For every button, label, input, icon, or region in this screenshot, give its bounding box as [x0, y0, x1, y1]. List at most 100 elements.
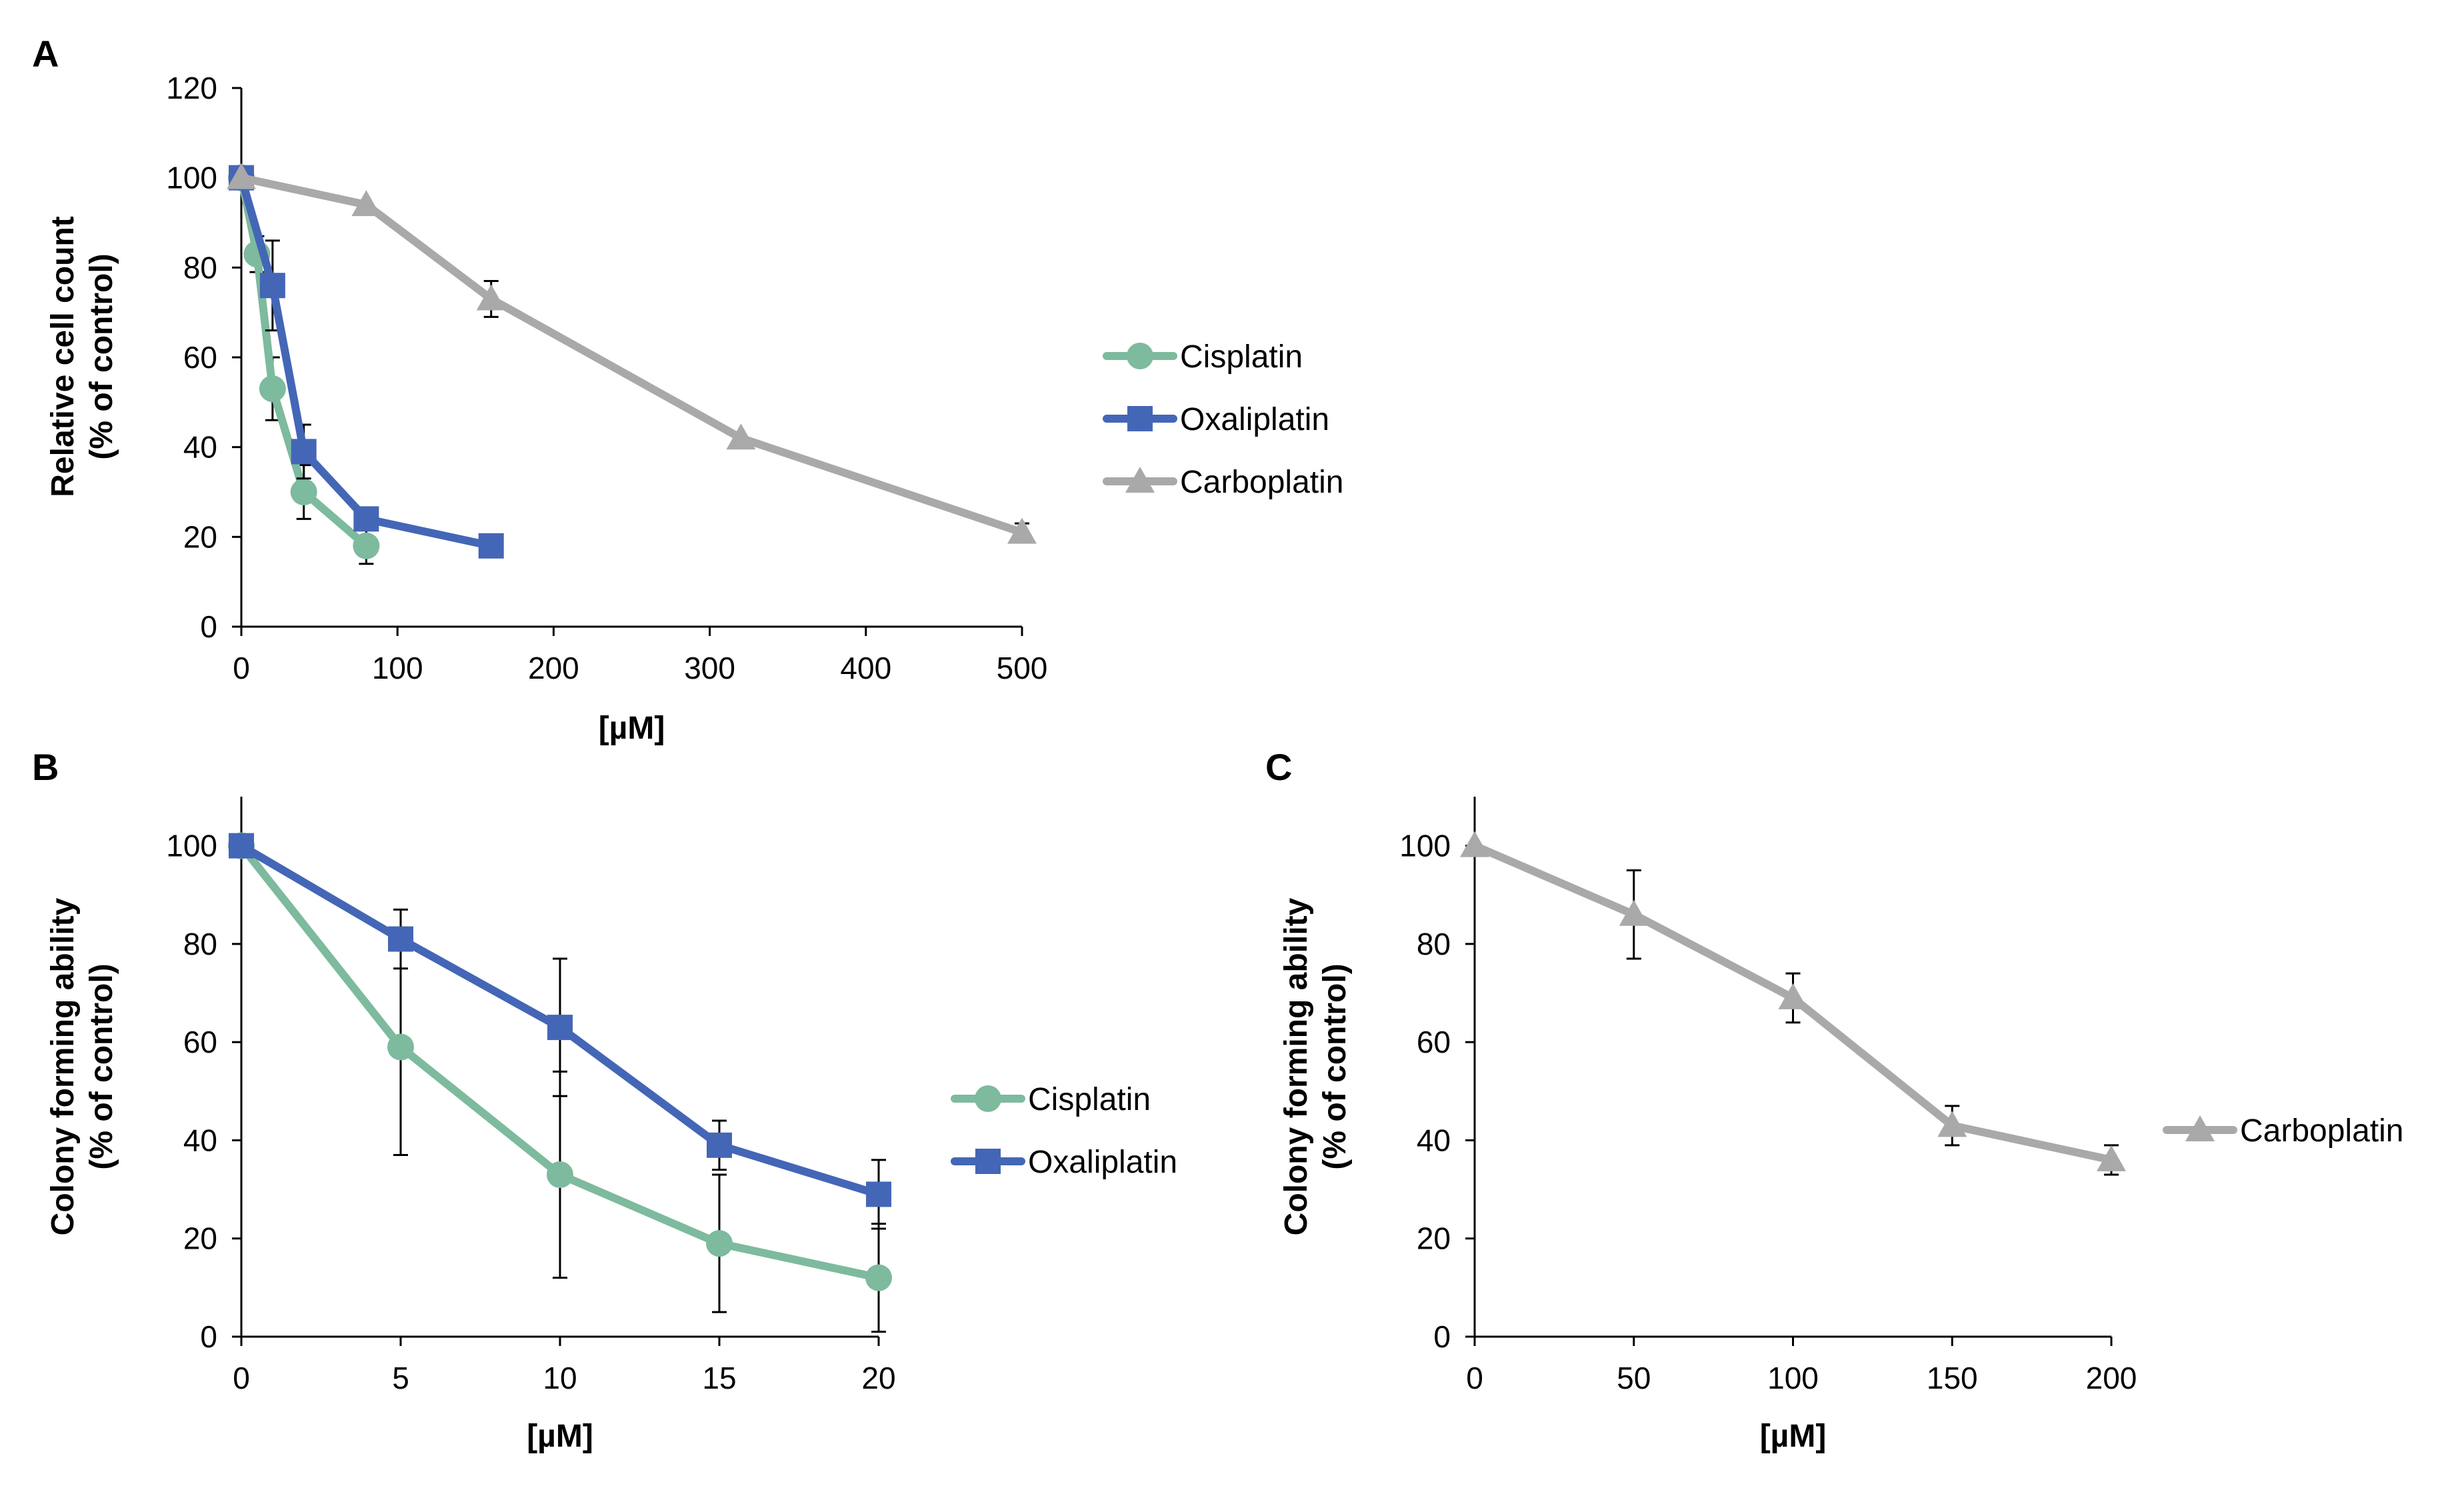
data-point [229, 833, 254, 859]
series-carboplatin [1460, 831, 2126, 1176]
data-point [2097, 1145, 2126, 1171]
y-axis-title-line: Colony forming ability [1279, 897, 1314, 1235]
legend-marker [2185, 1115, 2215, 1141]
y-axis-title-line: Relative cell count [45, 216, 81, 497]
y-tick-label: 100 [166, 161, 217, 195]
x-tick-label: 50 [1617, 1361, 1651, 1395]
data-point [353, 532, 380, 559]
legend-label: Carboplatin [1180, 465, 1343, 500]
legend-label: Cisplatin [1028, 1082, 1151, 1117]
y-tick-label: 20 [1417, 1221, 1451, 1256]
y-axis-title: Colony forming ability (% of control) [45, 897, 119, 1235]
data-point [478, 533, 504, 559]
y-tick-label: 40 [1417, 1123, 1451, 1157]
data-point [353, 506, 379, 532]
series-carboplatin [227, 163, 1037, 544]
data-point [706, 1230, 733, 1257]
x-axis-title: [µM] [1760, 1419, 1827, 1454]
y-tick-label: 40 [183, 1123, 217, 1157]
data-point [1460, 831, 1489, 857]
x-tick-label: 20 [861, 1361, 895, 1395]
x-axis-title: [µM] [527, 1419, 593, 1454]
legend-entry: Cisplatin [951, 1082, 1151, 1117]
panel-letter: B [32, 746, 59, 788]
data-point [387, 1033, 414, 1061]
y-axis-title-line: (% of control) [84, 253, 119, 459]
data-point [726, 423, 756, 450]
y-tick-label: 40 [183, 430, 217, 465]
data-point [388, 926, 413, 952]
data-point [476, 284, 506, 311]
series-oxaliplatin [229, 833, 891, 1230]
y-tick-label: 60 [183, 340, 217, 375]
legend-entry: Cisplatin [1103, 339, 1303, 375]
x-tick-label: 15 [702, 1361, 736, 1395]
x-tick-label: 10 [543, 1361, 577, 1395]
y-tick-label: 20 [183, 1221, 217, 1256]
data-point [547, 1161, 573, 1188]
x-tick-label: 100 [372, 651, 423, 685]
data-point [1007, 517, 1037, 544]
x-tick-label: 0 [233, 1361, 250, 1395]
data-point [351, 190, 381, 217]
data-point [1937, 1111, 1967, 1137]
data-point [865, 1264, 892, 1291]
y-tick-label: 120 [166, 71, 217, 105]
panel-letter: A [32, 33, 59, 75]
panel-letter: C [1265, 746, 1292, 788]
series-line [237, 173, 1026, 537]
x-tick-label: 150 [1927, 1361, 1978, 1395]
legend-marker [975, 1085, 1001, 1112]
data-point [1619, 899, 1649, 926]
legend-entry: Carboplatin [2163, 1113, 2403, 1149]
y-tick-label: 80 [183, 927, 217, 961]
x-tick-label: 5 [392, 1361, 409, 1395]
x-tick-label: 400 [840, 651, 891, 685]
y-tick-label: 60 [1417, 1025, 1451, 1059]
x-tick-label: 100 [1767, 1361, 1819, 1395]
data-point [1778, 983, 1808, 1009]
legend-marker [1127, 343, 1153, 369]
x-tick-label: 500 [997, 651, 1048, 685]
legend-label: Oxaliplatin [1180, 402, 1329, 437]
data-point [259, 375, 286, 403]
x-tick-label: 200 [2086, 1361, 2137, 1395]
x-tick-label: 0 [233, 651, 250, 685]
legend-label: Oxaliplatin [1028, 1145, 1177, 1180]
legend-marker [1125, 467, 1155, 493]
y-axis-title-line: Colony forming ability [45, 897, 81, 1235]
y-axis-title: Relative cell count (% of control) [45, 216, 119, 497]
data-point [547, 1015, 573, 1041]
y-tick-label: 0 [200, 609, 217, 644]
panel-c: C 0 20 40 60 80 100 0 50 100 150 200 [µM] Colony form… [1265, 746, 2403, 1454]
y-tick-label: 60 [183, 1025, 217, 1059]
legend-marker [975, 1149, 1001, 1174]
x-tick-label: 0 [1466, 1361, 1483, 1395]
y-tick-label: 0 [200, 1319, 217, 1354]
legend-entry: Oxaliplatin [1103, 402, 1329, 437]
x-tick-label: 300 [684, 651, 735, 685]
y-tick-label: 20 [183, 519, 217, 554]
y-tick-label: 80 [183, 250, 217, 285]
y-axis-title-line: (% of control) [1317, 963, 1353, 1169]
x-axis-title: [µM] [599, 711, 665, 746]
panel-a: A 0 20 40 60 80 100 120 0 100 200 300 400 500 [µM] Rela… [32, 33, 1343, 746]
x-tick-label: 200 [528, 651, 579, 685]
series-line [237, 173, 495, 550]
data-point [227, 163, 256, 189]
y-tick-label: 0 [1433, 1319, 1451, 1354]
legend-marker [1127, 406, 1153, 431]
panel-b: B 0 20 40 60 80 100 0 5 10 15 20 [µM] Colony forming … [32, 746, 1177, 1454]
legend-label: Cisplatin [1180, 339, 1303, 375]
data-point [707, 1132, 732, 1158]
y-axis-title-line: (% of control) [84, 963, 119, 1169]
y-tick-label: 100 [1399, 829, 1451, 863]
y-tick-label: 100 [166, 829, 217, 863]
legend-entry: Oxaliplatin [951, 1145, 1177, 1180]
data-point [866, 1181, 891, 1207]
y-axis-title: Colony forming ability (% of control) [1279, 897, 1353, 1235]
legend-label: Carboplatin [2240, 1113, 2403, 1149]
data-point [290, 479, 317, 505]
y-tick-label: 80 [1417, 927, 1451, 961]
